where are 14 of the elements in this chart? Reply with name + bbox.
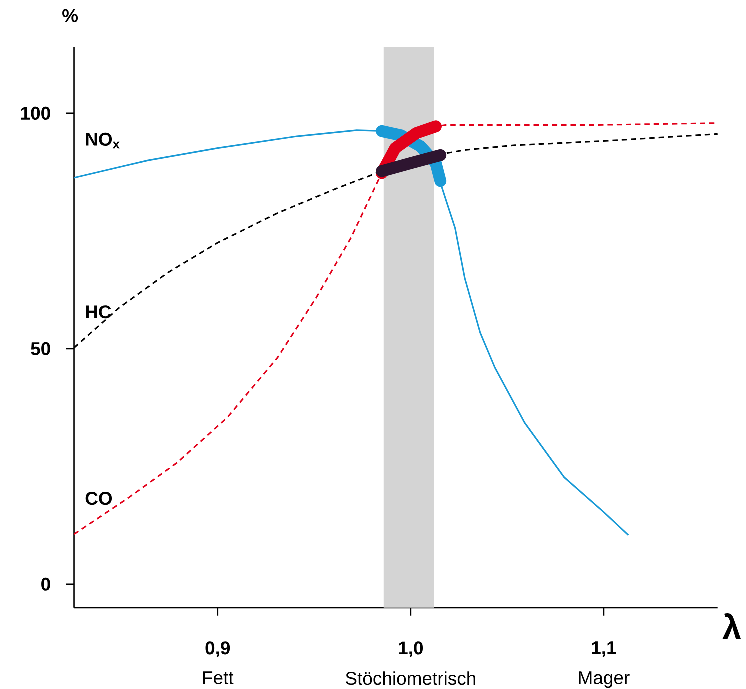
series-label: HC <box>86 306 112 319</box>
y-axis-title: % <box>62 9 78 22</box>
text: Fett <box>203 672 234 684</box>
x-tick-label: 0,9 <box>206 642 230 658</box>
series-label: NO$_{x}$ <box>86 132 120 149</box>
x-axis-title: λ <box>722 613 742 640</box>
x-tick-label: 1,0 <box>399 642 424 658</box>
text: Stöchiometrisch <box>346 672 476 686</box>
x-tick-label: 1,1 <box>592 642 616 658</box>
y-tick-label: 50 <box>31 342 50 356</box>
text: Mager <box>579 672 630 688</box>
y-tick-label: 0 <box>42 578 50 591</box>
y-tick-label: 100 <box>21 106 50 120</box>
series-label: CO <box>86 492 112 506</box>
